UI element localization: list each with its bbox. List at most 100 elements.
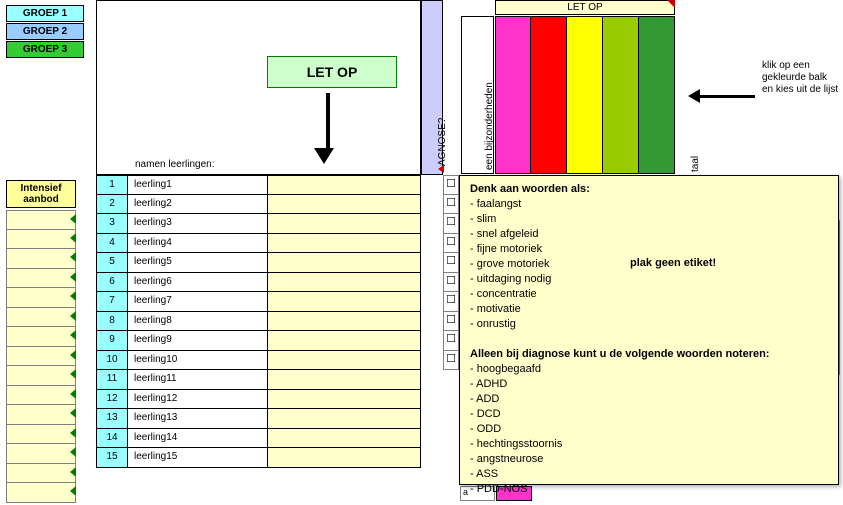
diagnose-label: AGNOSE? (437, 118, 448, 166)
data-cell[interactable] (268, 214, 421, 234)
row-number: 4 (96, 234, 128, 254)
student-name-cell[interactable]: leerling6 (128, 273, 268, 293)
color-bar[interactable] (567, 16, 603, 174)
popup-list-item: - fijne motoriek (470, 242, 828, 257)
aanbod-cell[interactable] (6, 386, 76, 406)
checkbox-cell[interactable]: ☐ (443, 312, 459, 332)
popup-list-item: - motivatie (470, 302, 828, 317)
data-cell[interactable] (268, 429, 421, 449)
aanbod-cell[interactable] (6, 249, 76, 269)
dropdown-icon (70, 350, 76, 360)
aanbod-cell[interactable] (6, 347, 76, 367)
data-cell[interactable] (268, 234, 421, 254)
aanbod-cell[interactable] (6, 230, 76, 250)
data-cell[interactable] (268, 273, 421, 293)
popup-list-item: - angstneurose (470, 452, 828, 467)
help-text: klik op een gekleurde balk en kies uit d… (762, 60, 840, 96)
aanbod-cell[interactable] (6, 444, 76, 464)
dropdown-icon (70, 447, 76, 457)
data-cell[interactable] (268, 448, 421, 468)
student-name-cell[interactable]: leerling1 (128, 175, 268, 195)
data-cell[interactable] (268, 253, 421, 273)
dropdown-icon (70, 330, 76, 340)
table-row: 7leerling7 (96, 292, 421, 312)
student-name-cell[interactable]: leerling9 (128, 331, 268, 351)
group-1-button[interactable]: GROEP 1 (6, 5, 84, 22)
data-cell[interactable] (268, 312, 421, 332)
student-name-cell[interactable]: leerling12 (128, 390, 268, 410)
aanbod-cell[interactable] (6, 483, 76, 503)
student-name-cell[interactable]: leerling7 (128, 292, 268, 312)
row-number: 6 (96, 273, 128, 293)
data-cell[interactable] (268, 175, 421, 195)
aanbod-cell[interactable] (6, 425, 76, 445)
totaal-label: taal (690, 156, 701, 172)
intensief-line1: Intensief (7, 183, 75, 194)
table-row: 11leerling11 (96, 370, 421, 390)
group-3-button[interactable]: GROEP 3 (6, 41, 84, 58)
dropdown-icon (70, 389, 76, 399)
aanbod-cell[interactable] (6, 327, 76, 347)
row-number: 14 (96, 429, 128, 449)
table-row: 3leerling3 (96, 214, 421, 234)
student-name-cell[interactable]: leerling8 (128, 312, 268, 332)
dropdown-icon (70, 467, 76, 477)
student-name-cell[interactable]: leerling10 (128, 351, 268, 371)
color-bars (495, 16, 675, 174)
student-name-cell[interactable]: leerling14 (128, 429, 268, 449)
row-number: 7 (96, 292, 128, 312)
student-name-cell[interactable]: leerling4 (128, 234, 268, 254)
checkbox-cell[interactable]: ☐ (443, 195, 459, 215)
aanbod-cell[interactable] (6, 405, 76, 425)
checkbox-cell[interactable]: ☐ (443, 234, 459, 254)
data-cell[interactable] (268, 370, 421, 390)
dropdown-icon (70, 233, 76, 243)
checkbox-cell[interactable]: ☐ (443, 351, 459, 371)
student-name-cell[interactable]: leerling13 (128, 409, 268, 429)
row-number: 3 (96, 214, 128, 234)
student-name-cell[interactable]: leerling3 (128, 214, 268, 234)
checkbox-cell[interactable]: ☐ (443, 175, 459, 195)
bijzonderheden-label: een bijzonderheden (484, 82, 495, 170)
checkbox-cell[interactable]: ☐ (443, 292, 459, 312)
data-cell[interactable] (268, 292, 421, 312)
aanbod-cell[interactable] (6, 464, 76, 484)
data-cell[interactable] (268, 390, 421, 410)
data-cell[interactable] (268, 331, 421, 351)
table-row: 1leerling1 (96, 175, 421, 195)
group-2-button[interactable]: GROEP 2 (6, 23, 84, 40)
aanbod-cell[interactable] (6, 366, 76, 386)
data-cell[interactable] (268, 351, 421, 371)
student-name-cell[interactable]: leerling5 (128, 253, 268, 273)
data-cell[interactable] (268, 195, 421, 215)
color-bar[interactable] (639, 16, 675, 174)
popup-list2: - hoogbegaafd- ADHD- ADD- DCD- ODD- hech… (470, 362, 828, 497)
table-row: 14leerling14 (96, 429, 421, 449)
aanbod-cell[interactable] (6, 288, 76, 308)
aanbod-cell[interactable] (6, 269, 76, 289)
student-name-cell[interactable]: leerling11 (128, 370, 268, 390)
checkbox-cell[interactable]: ☐ (443, 331, 459, 351)
table-row: 5leerling5 (96, 253, 421, 273)
student-name-cell[interactable]: leerling2 (128, 195, 268, 215)
student-name-cell[interactable]: leerling15 (128, 448, 268, 468)
row-number: 9 (96, 331, 128, 351)
dropdown-icon (70, 272, 76, 282)
checkbox-cell[interactable]: ☐ (443, 214, 459, 234)
row-number: 1 (96, 175, 128, 195)
letop-header: LET OP (495, 0, 675, 15)
totaal-label-wrap: taal (678, 128, 698, 174)
checkbox-cell[interactable]: ☐ (443, 253, 459, 273)
main-table: namen leerlingen: LET OP 1leerling12leer… (96, 0, 421, 468)
aanbod-cell[interactable] (6, 210, 76, 230)
popup-list-item: - onrustig (470, 317, 828, 332)
dropdown-icon (70, 486, 76, 496)
aanbod-cell[interactable] (6, 308, 76, 328)
color-bar[interactable] (531, 16, 567, 174)
popup-list-item: - snel afgeleid (470, 227, 828, 242)
color-bar[interactable] (495, 16, 531, 174)
dropdown-icon (70, 428, 76, 438)
checkbox-cell[interactable]: ☐ (443, 273, 459, 293)
color-bar[interactable] (603, 16, 639, 174)
data-cell[interactable] (268, 409, 421, 429)
